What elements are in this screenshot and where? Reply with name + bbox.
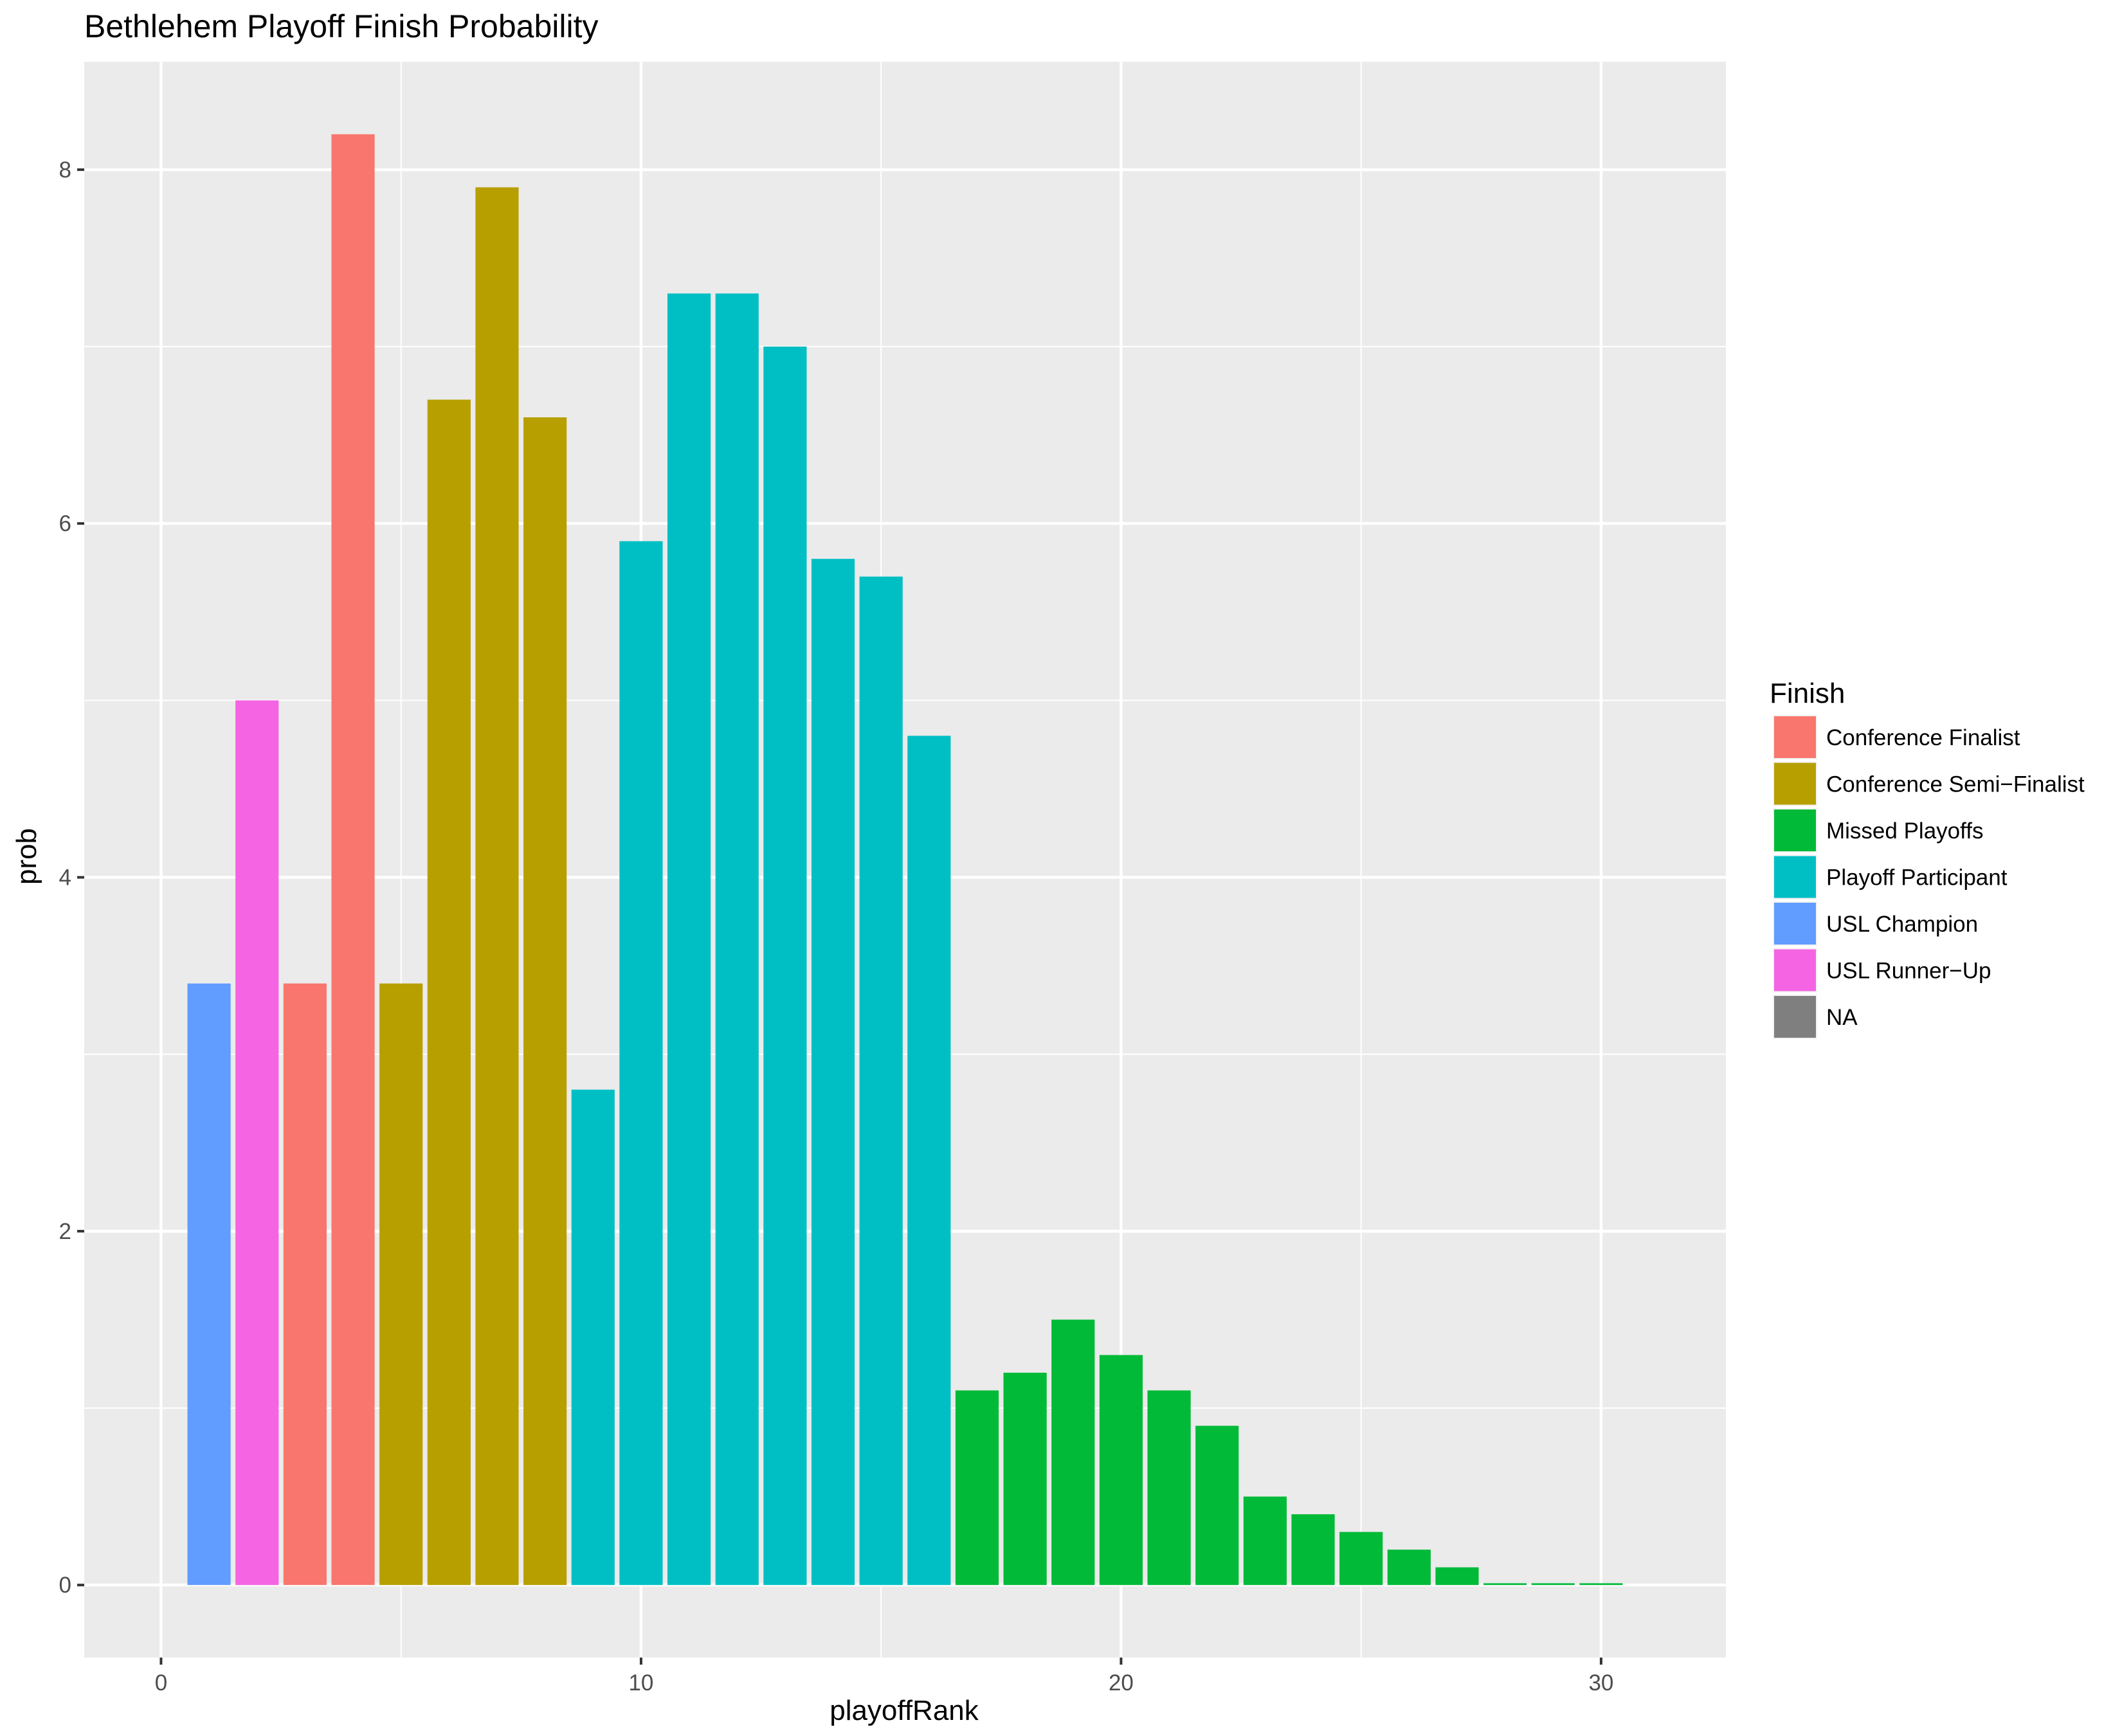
- y-tick-label: 4: [59, 865, 71, 891]
- legend: Finish Conference Finalist Conference Sem…: [1770, 678, 2085, 1039]
- bar: [811, 559, 855, 1586]
- y-tick-label: 8: [59, 158, 71, 183]
- bar: [1339, 1532, 1383, 1586]
- x-tick-label: 30: [1588, 1670, 1613, 1695]
- legend-label: USL Champion: [1826, 912, 1978, 937]
- legend-label: Conference Finalist: [1826, 725, 2020, 750]
- bar: [619, 541, 663, 1586]
- bar: [427, 399, 471, 1586]
- y-axis: 0 2 4 6 8: [59, 158, 84, 1598]
- legend-label: Conference Semi−Finalist: [1826, 772, 2085, 797]
- legend-label: USL Runner−Up: [1826, 959, 1991, 984]
- bar: [763, 347, 807, 1586]
- legend-swatch: [1774, 763, 1816, 805]
- bar: [1195, 1425, 1239, 1586]
- y-tick-label: 6: [59, 511, 71, 536]
- bar: [1243, 1496, 1287, 1586]
- legend-label: Playoff Participant: [1826, 865, 2008, 891]
- x-tick-label: 10: [628, 1670, 653, 1695]
- bar: [1291, 1514, 1335, 1586]
- plot-panel: [84, 62, 1726, 1658]
- legend-swatch: [1774, 949, 1816, 991]
- bar: [475, 187, 519, 1586]
- bar: [379, 983, 423, 1586]
- legend-items: Conference Finalist Conference Semi−Final…: [1773, 715, 2085, 1039]
- bar: [1387, 1550, 1431, 1586]
- bar: [1531, 1583, 1575, 1586]
- x-axis-label: playoffRank: [830, 1695, 979, 1726]
- legend-title: Finish: [1770, 678, 1845, 709]
- bar: [907, 736, 951, 1586]
- bar: [1051, 1319, 1095, 1586]
- legend-swatch: [1774, 903, 1816, 945]
- bar: [331, 134, 375, 1586]
- legend-swatch: [1774, 716, 1816, 758]
- legend-label: Missed Playoffs: [1826, 818, 1983, 844]
- bar: [1003, 1372, 1047, 1586]
- bar: [1483, 1583, 1527, 1586]
- bar: [571, 1089, 615, 1586]
- y-tick-label: 2: [59, 1219, 71, 1244]
- bar: [955, 1390, 999, 1586]
- legend-swatch: [1774, 996, 1816, 1038]
- bar: [1099, 1355, 1143, 1586]
- bar: [187, 983, 231, 1586]
- bar: [667, 293, 711, 1586]
- legend-swatch: [1774, 809, 1816, 851]
- bar: [235, 700, 279, 1586]
- chart-title: Bethlehem Playoff Finish Probability: [84, 8, 599, 44]
- bars-group: [187, 134, 1623, 1586]
- x-tick-label: 0: [155, 1670, 167, 1695]
- bar: [283, 983, 327, 1586]
- bar: [523, 417, 567, 1586]
- y-axis-label: prob: [11, 828, 42, 885]
- bar: [1435, 1567, 1479, 1586]
- y-tick-label: 0: [59, 1573, 71, 1598]
- bar: [1147, 1390, 1191, 1586]
- x-axis: 0 10 20 30: [155, 1658, 1613, 1695]
- legend-swatch: [1774, 856, 1816, 898]
- bar: [715, 293, 759, 1586]
- legend-label: NA: [1826, 1005, 1858, 1030]
- x-tick-label: 20: [1109, 1670, 1134, 1695]
- bar: [859, 576, 903, 1586]
- bar: [1579, 1583, 1623, 1586]
